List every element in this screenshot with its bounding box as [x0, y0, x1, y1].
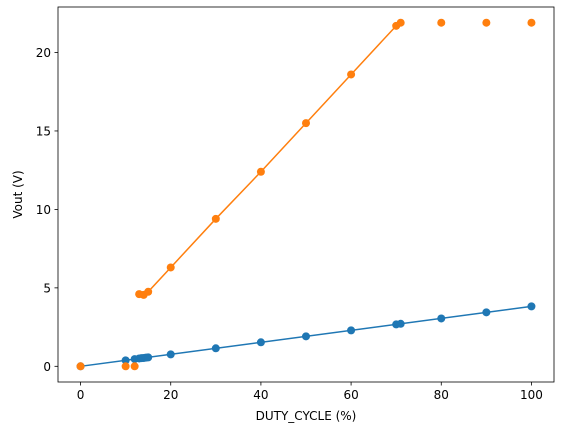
x-tick-label: 0 — [77, 388, 85, 402]
y-tick-label: 10 — [36, 203, 51, 217]
y-axis: 0 5 10 15 20 — [36, 46, 58, 374]
series-2-point — [76, 362, 85, 371]
series-1 — [76, 302, 536, 371]
series-1-point — [121, 356, 130, 365]
series-1-point — [482, 308, 491, 317]
series-2-point — [211, 214, 220, 223]
x-tick-label: 100 — [520, 388, 543, 402]
series-2-point — [166, 263, 175, 272]
series-2-point — [130, 362, 139, 371]
series-2-point — [144, 287, 153, 296]
axes-frame — [57, 6, 555, 383]
y-tick-label: 15 — [36, 124, 51, 138]
series-2-point — [396, 18, 405, 27]
series-1-point — [396, 319, 405, 328]
series-2-point — [527, 18, 536, 27]
series-1-point — [144, 353, 153, 362]
y-tick-label: 20 — [36, 46, 51, 60]
y-tick-label: 5 — [43, 281, 51, 295]
series-2-point — [347, 70, 356, 79]
plot-area — [76, 18, 536, 371]
series-2 — [76, 18, 536, 371]
series-1-point — [302, 332, 310, 341]
series-2-point — [256, 167, 265, 176]
y-axis-label: Vout (V) — [11, 170, 25, 218]
series-2-line — [139, 25, 397, 296]
x-tick-label: 20 — [163, 388, 178, 402]
series-1-point — [437, 314, 446, 323]
series-2-point — [302, 119, 310, 128]
x-tick-label: 40 — [253, 388, 268, 402]
series-1-point — [211, 344, 220, 353]
series-1-point — [256, 338, 265, 347]
x-tick-label: 60 — [343, 388, 358, 402]
series-2-point — [437, 18, 446, 27]
series-1-point — [527, 302, 536, 311]
x-axis-label: DUTY_CYCLE (%) — [256, 409, 357, 423]
series-1-point — [166, 350, 175, 359]
series-1-point — [347, 326, 356, 335]
series-2-point — [482, 18, 491, 27]
x-tick-label: 80 — [434, 388, 449, 402]
y-tick-label: 0 — [43, 360, 51, 374]
series-2-point — [121, 362, 130, 371]
x-axis: 0 20 40 60 80 100 — [77, 382, 543, 402]
